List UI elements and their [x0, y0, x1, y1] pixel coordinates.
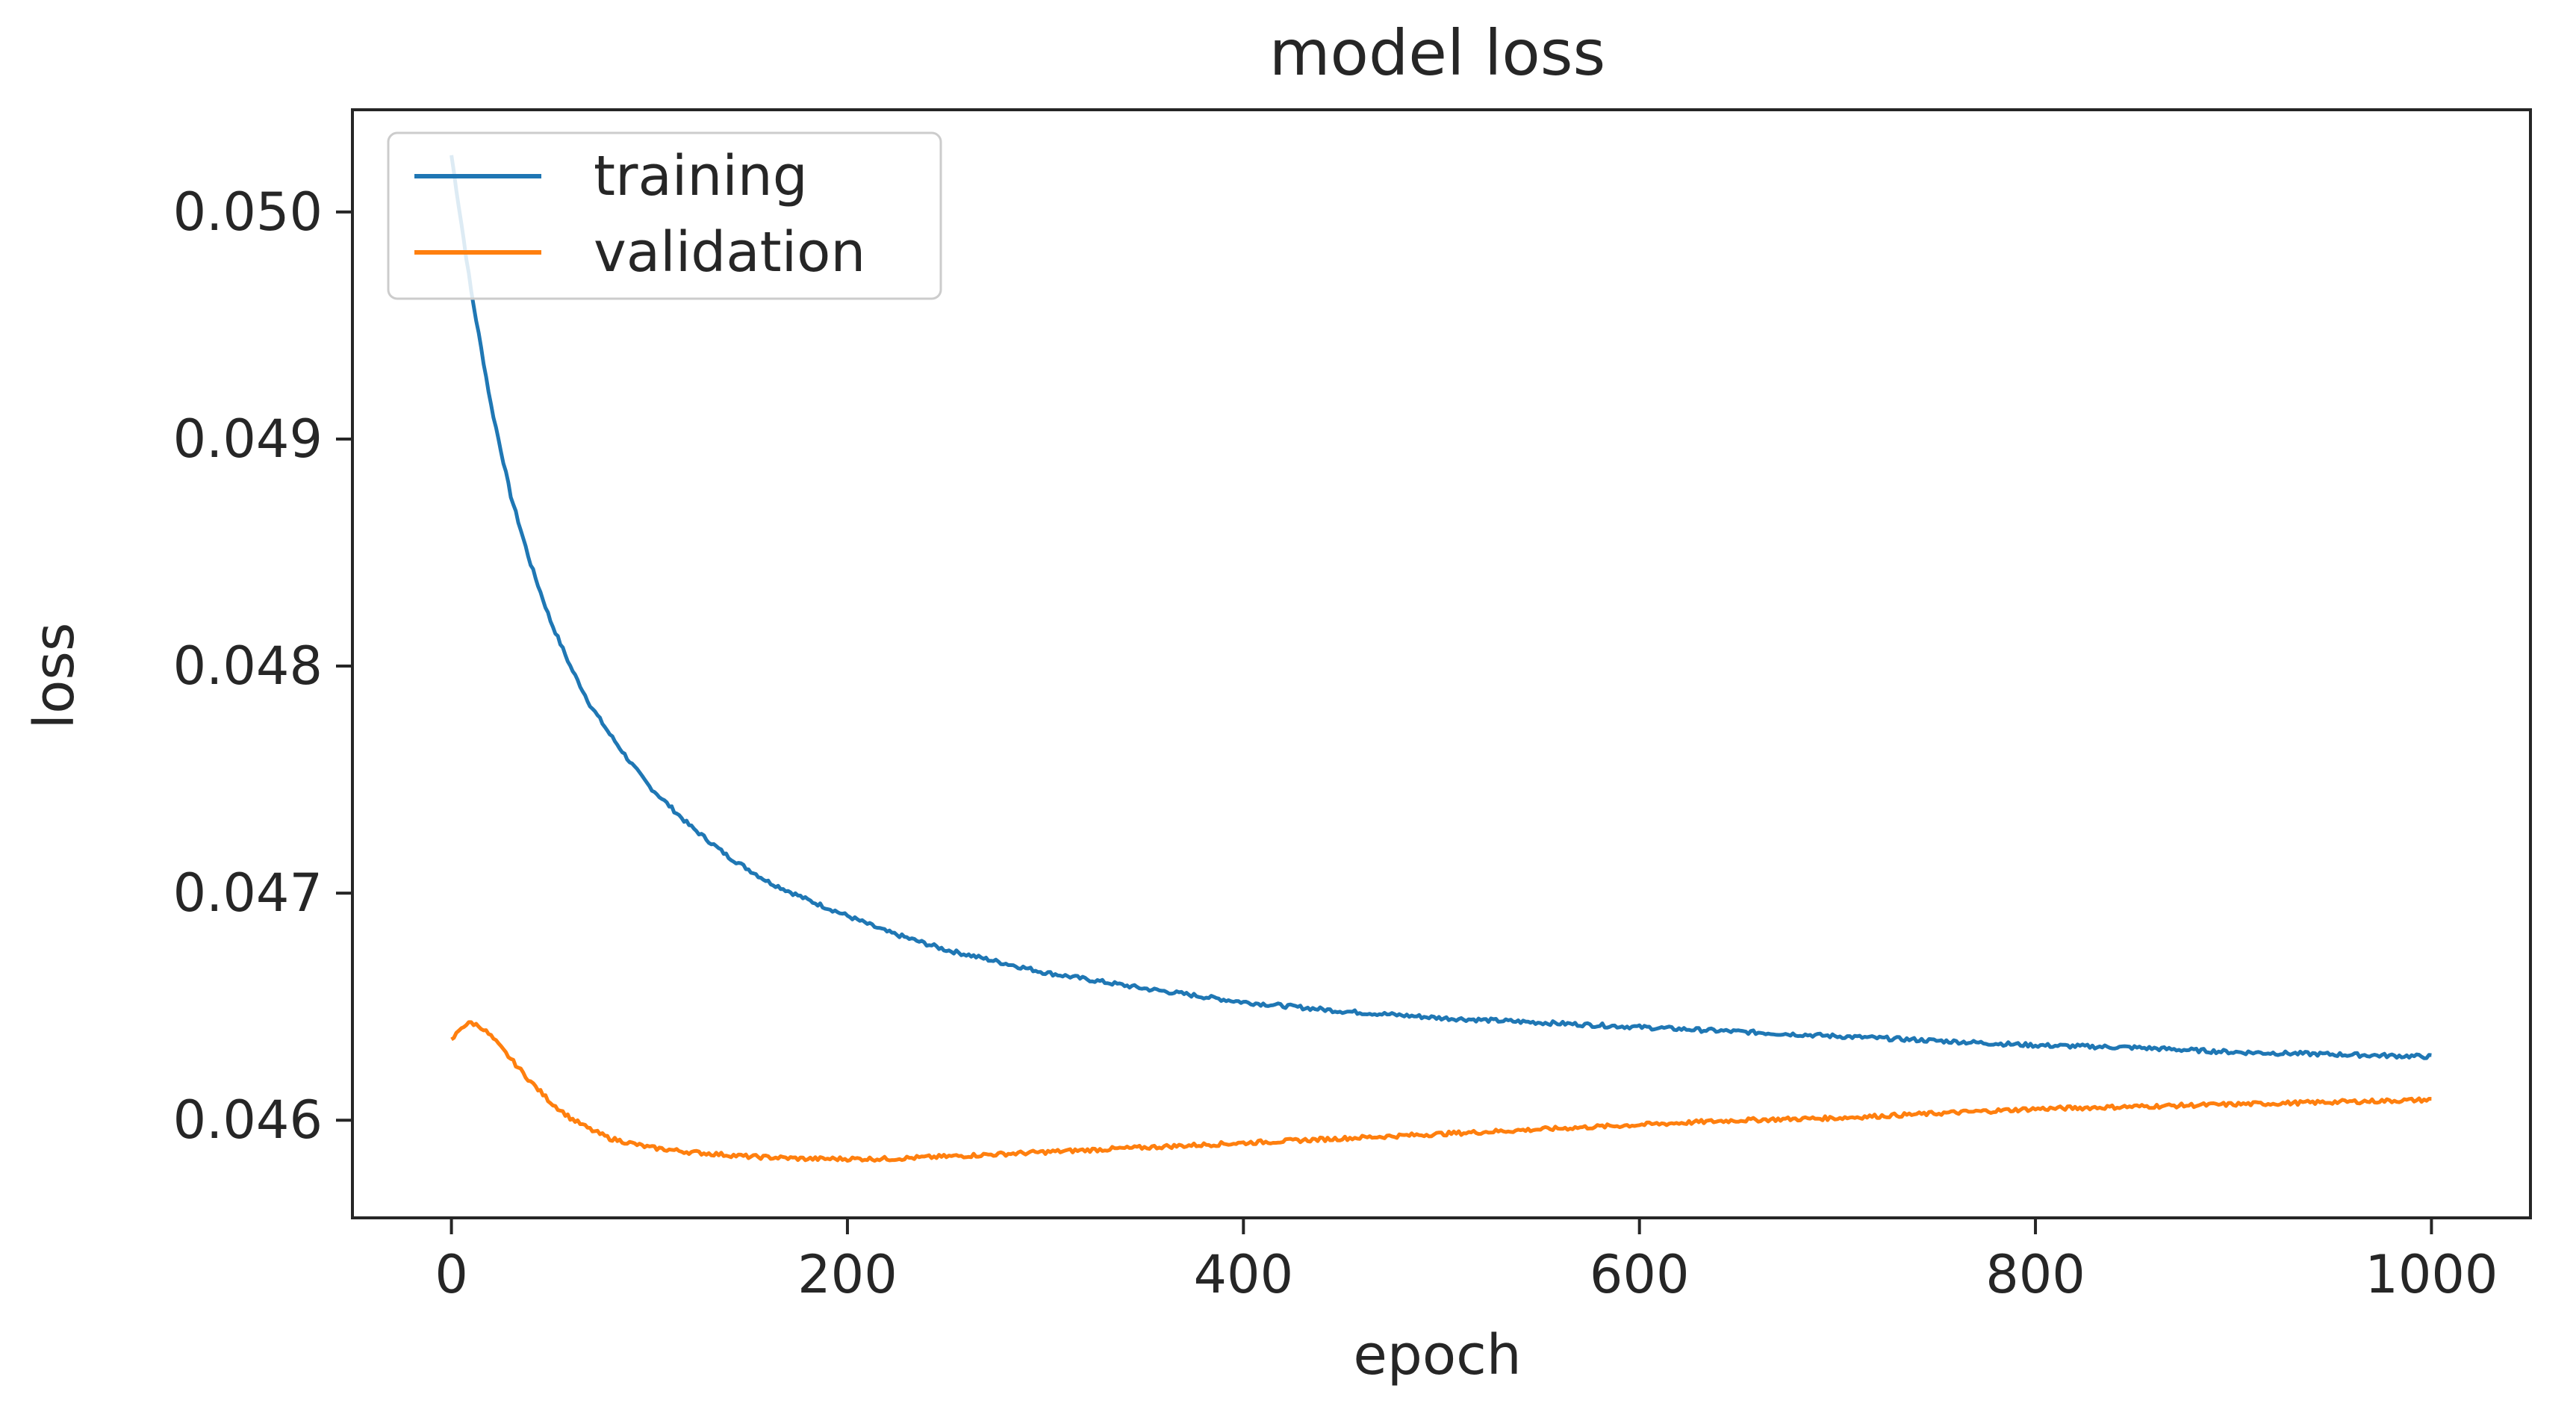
x-axis: 0 200 400 600 800 1000 [435, 1218, 2498, 1305]
x-tick-label: 1000 [2365, 1244, 2498, 1305]
legend-label-validation: validation [594, 220, 865, 284]
x-tick-label: 600 [1590, 1244, 1690, 1305]
x-axis-label: epoch [1353, 1323, 1521, 1387]
x-tick-label: 800 [1985, 1244, 2085, 1305]
y-axis-label: loss [22, 623, 87, 730]
legend: training validation [387, 131, 942, 300]
x-tick-label: 400 [1194, 1244, 1294, 1305]
series-layer [449, 155, 2432, 1163]
y-axis: 0.046 0.047 0.048 0.049 0.050 [173, 181, 352, 1151]
y-tick-label: 0.048 [173, 635, 323, 697]
legend-label-training: training [594, 144, 808, 208]
y-tick-label: 0.047 [173, 862, 323, 924]
y-tick-label: 0.046 [173, 1089, 323, 1151]
y-tick-label: 0.050 [173, 181, 323, 243]
series-line-validation [450, 1020, 2432, 1163]
y-tick-label: 0.049 [173, 408, 323, 470]
chart-title: model loss [1269, 16, 1606, 90]
x-tick-label: 200 [797, 1244, 897, 1305]
x-tick-label: 0 [435, 1244, 468, 1305]
series-line-training [449, 155, 2432, 1060]
